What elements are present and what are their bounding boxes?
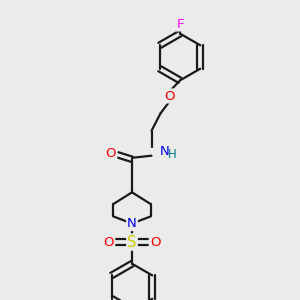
Text: O: O: [106, 147, 116, 160]
Text: N: N: [127, 217, 137, 230]
Text: H: H: [168, 148, 177, 161]
Text: O: O: [150, 236, 160, 249]
Text: N: N: [160, 145, 170, 158]
Text: O: O: [104, 236, 114, 249]
Text: F: F: [176, 17, 184, 31]
Text: S: S: [127, 235, 137, 250]
Text: O: O: [164, 89, 175, 103]
